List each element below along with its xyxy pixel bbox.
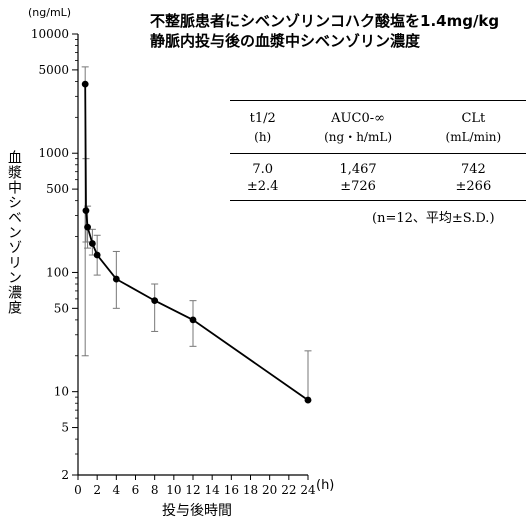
x-tick-label: 12 [185, 483, 200, 497]
pk-unit-t-half: (h) [230, 127, 296, 154]
data-point [84, 223, 91, 231]
x-tick-label: 20 [262, 483, 277, 497]
data-point [112, 275, 120, 283]
data-point [189, 316, 197, 324]
pk-unit-clt: (mL/min) [420, 127, 526, 154]
pk-sd-t-half: ±2.4 [230, 178, 296, 201]
x-tick-label: 0 [74, 483, 82, 497]
data-point [93, 251, 101, 259]
y-tick-label: 100 [46, 265, 69, 279]
pk-parameter-table: t1/2 AUC0-∞ CLt (h) (ng・h/mL) (mL/min) 7… [230, 100, 526, 201]
x-tick-label: 22 [281, 483, 296, 497]
data-point [81, 80, 89, 88]
data-point [304, 396, 312, 404]
x-tick-label: 6 [132, 483, 140, 497]
x-tick-label: 10 [166, 483, 181, 497]
x-tick-label: 2 [93, 483, 101, 497]
data-point [151, 297, 159, 305]
pk-mean-clt: 742 [460, 162, 486, 177]
data-markers [81, 80, 312, 404]
pk-sd-auc: ±726 [295, 178, 421, 201]
data-point [88, 240, 96, 247]
x-tick-label: 8 [151, 483, 159, 497]
data-point [82, 207, 90, 215]
y-tick-label: 500 [46, 182, 69, 196]
x-tick-label: 4 [113, 483, 121, 497]
y-tick-label: 5000 [38, 63, 69, 77]
y-tick-label: 5 [61, 421, 69, 435]
x-tick-label: 24 [300, 483, 316, 497]
x-tick-label: 14 [205, 483, 221, 497]
x-axis-units: (h) [316, 478, 335, 493]
x-tick-label: 18 [243, 483, 258, 497]
y-tick-label: 10000 [31, 27, 69, 41]
y-tick-label: 50 [54, 301, 69, 315]
chart-title-line1: 不整脈患者にシベンゾリンコハク酸塩を1.4mg/kg [150, 12, 500, 30]
pk-header-auc: AUC0-∞ [295, 100, 421, 127]
y-tick-label: 1000 [38, 146, 69, 160]
y-tick-label: 10 [54, 385, 69, 399]
pk-header-clt: CLt [420, 100, 526, 127]
sample-note: (n=12、平均±S.D.) [372, 211, 495, 226]
y-axis-label: 血漿中シベンゾリン濃度 [6, 150, 22, 315]
pk-mean-t-half: 7.0 [252, 162, 274, 177]
y-axis-units: (ng/mL) [28, 6, 72, 19]
pk-header-t-half: t1/2 [230, 100, 296, 127]
x-tick-label: 16 [224, 483, 239, 497]
chart-title-line2: 静脈内投与後の血漿中シベンゾリン濃度 [150, 32, 421, 50]
x-axis-label: 投与後時間 [162, 503, 232, 519]
pk-unit-auc: (ng・h/mL) [295, 127, 421, 154]
y-tick-label: 2 [61, 468, 69, 482]
pk-sd-clt: ±266 [420, 178, 526, 201]
pk-mean-auc: 1,467 [339, 162, 377, 177]
